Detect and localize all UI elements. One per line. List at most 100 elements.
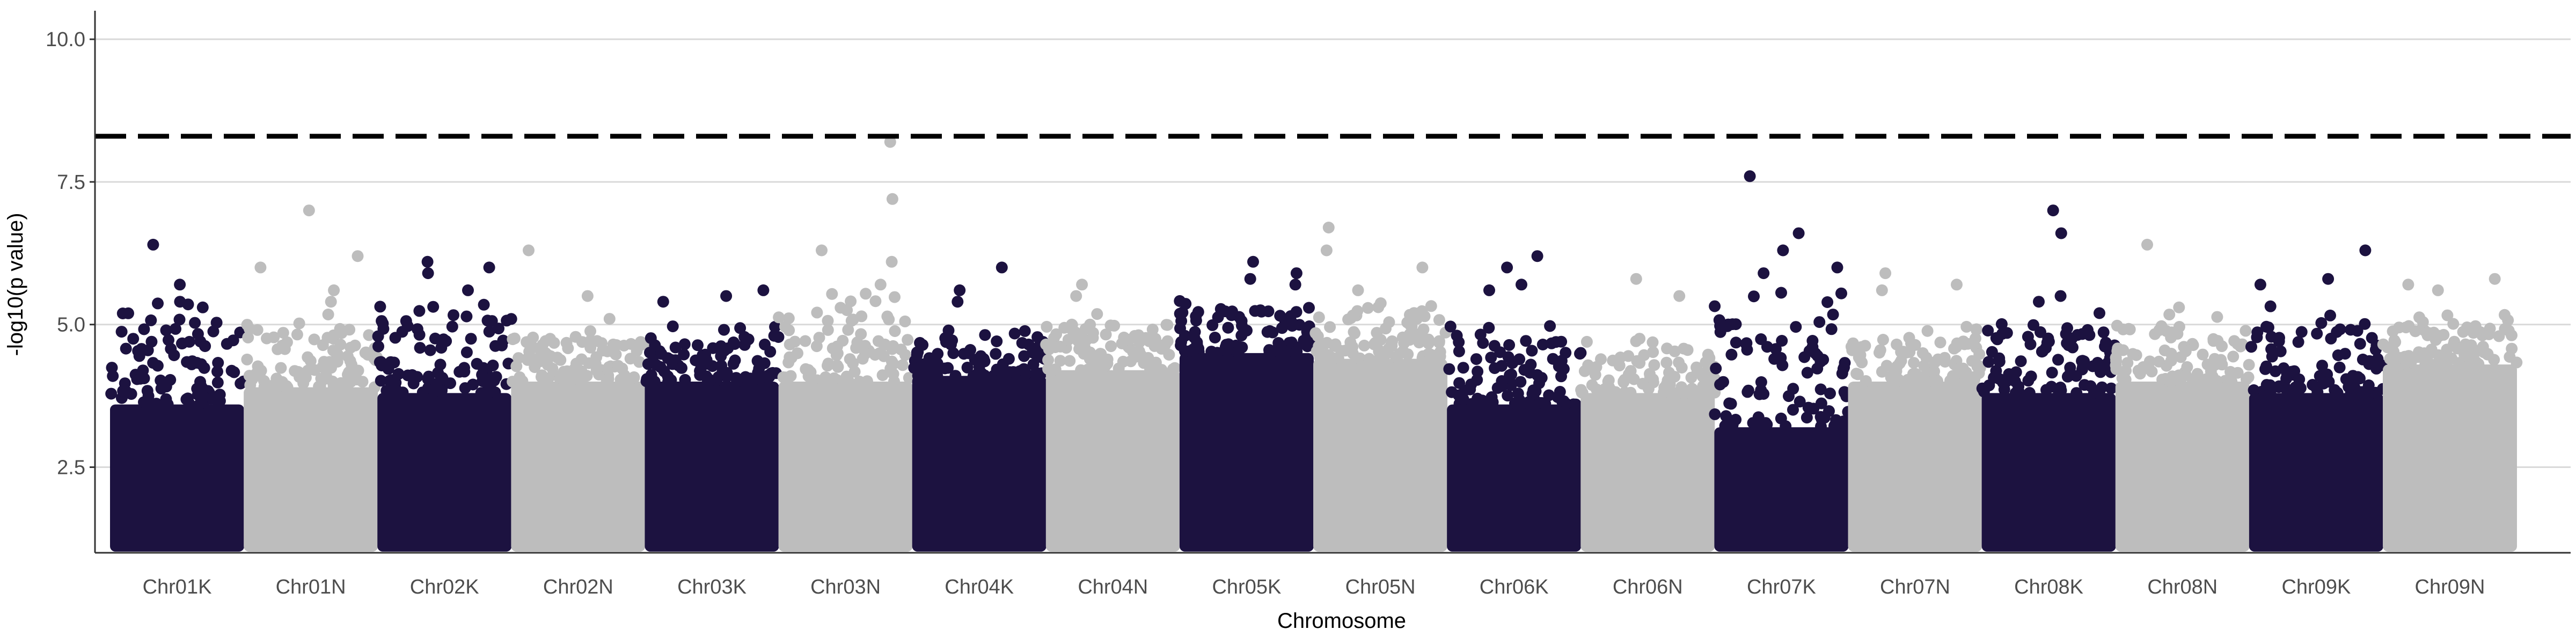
snp-point — [1393, 348, 1406, 360]
snp-point — [1775, 287, 1787, 299]
snp-point — [1794, 396, 1806, 408]
snp-point — [1673, 356, 1685, 369]
snp-point — [2468, 356, 2480, 368]
snp-point — [116, 308, 129, 319]
snp-point — [1576, 386, 1588, 399]
snp-point — [1004, 366, 1015, 378]
snp-point — [2325, 332, 2337, 345]
snp-point — [2045, 380, 2058, 393]
dense-points-Chr07N — [1848, 382, 1982, 552]
snp-point — [1730, 336, 1742, 349]
snp-point — [1362, 302, 1374, 314]
snp-point — [679, 374, 691, 386]
snp-point — [2015, 355, 2027, 368]
x-tick-label-Chr05N: Chr05N — [1345, 576, 1416, 598]
snp-point — [1223, 338, 1235, 350]
snp-point — [505, 313, 517, 325]
snp-point — [722, 342, 734, 354]
snp-point — [822, 360, 833, 372]
peak-point — [1516, 279, 1527, 291]
snp-point — [832, 361, 844, 373]
snp-point — [1719, 420, 1731, 432]
snp-point — [1839, 357, 1851, 369]
snp-point — [1472, 392, 1483, 405]
snp-point — [372, 330, 384, 342]
chromosome-Chr02K — [372, 255, 517, 552]
chromosome-Chr06N — [1575, 273, 1721, 552]
snp-point — [2359, 318, 2371, 330]
snp-point — [1740, 338, 1752, 350]
snp-point — [782, 356, 795, 369]
snp-point — [1502, 390, 1514, 402]
snp-point — [2453, 357, 2465, 369]
snp-point — [1619, 374, 1631, 386]
snp-point — [465, 333, 477, 345]
snp-point — [1030, 367, 1042, 379]
snp-point — [969, 354, 981, 366]
x-tick-label-Chr04K: Chr04K — [945, 576, 1014, 598]
snp-point — [1847, 337, 1859, 349]
snp-point — [813, 332, 825, 344]
snp-point — [2207, 335, 2220, 347]
peak-point — [885, 255, 898, 268]
snp-point — [1726, 318, 1739, 331]
snp-point — [1422, 338, 1435, 349]
snp-point — [1146, 324, 1159, 335]
snp-point — [2315, 317, 2328, 329]
y-tick-label: 2.5 — [57, 457, 85, 479]
x-tick-label-Chr09K: Chr09K — [2281, 576, 2351, 598]
snp-point — [2211, 375, 2223, 387]
snp-point — [1783, 390, 1795, 402]
snp-point — [2417, 316, 2429, 328]
snp-point — [1008, 327, 1021, 340]
snp-point — [1648, 359, 1660, 371]
snp-point — [1417, 323, 1430, 335]
peak-point — [1879, 267, 1892, 280]
snp-point — [1209, 332, 1221, 343]
snp-point — [1285, 336, 1298, 349]
peak-point — [1951, 279, 1963, 291]
snp-point — [2028, 319, 2039, 331]
snp-point — [1709, 408, 1721, 420]
peak-point — [1322, 222, 1335, 233]
snp-point — [1720, 410, 1732, 422]
snp-point — [163, 334, 174, 346]
peak-point — [1483, 284, 1495, 296]
snp-point — [799, 335, 811, 347]
snp-point — [1485, 391, 1498, 403]
snp-point — [1348, 326, 1360, 338]
snp-point — [252, 360, 264, 372]
chromosome-Chr01N — [241, 204, 383, 552]
snp-point — [1472, 365, 1484, 378]
peak-point — [483, 261, 495, 274]
peak-point — [1758, 267, 1770, 280]
snp-point — [603, 361, 615, 374]
snp-point — [480, 377, 493, 389]
snp-point — [2412, 351, 2424, 363]
snp-point — [2153, 324, 2165, 336]
snp-point — [1859, 340, 1871, 352]
peak-point — [174, 296, 186, 308]
snp-point — [363, 329, 375, 341]
snp-point — [241, 353, 253, 365]
snp-point — [1638, 349, 1650, 361]
peak-point — [2055, 227, 2067, 239]
peak-point — [523, 244, 535, 257]
snp-point — [1496, 360, 1507, 372]
snp-point — [1790, 321, 1802, 333]
snp-point — [822, 324, 834, 336]
snp-point — [1944, 375, 1956, 387]
peak-point — [720, 290, 733, 302]
snp-point — [1409, 309, 1421, 321]
snp-point — [715, 360, 728, 372]
snp-point — [516, 375, 529, 387]
snp-point — [2248, 384, 2260, 396]
snp-point — [1821, 296, 1834, 308]
snp-point — [889, 325, 901, 337]
snp-point — [413, 305, 426, 317]
snp-point — [1155, 364, 1168, 376]
snp-point — [434, 358, 447, 371]
snp-point — [2361, 384, 2374, 396]
snp-point — [1291, 345, 1303, 357]
snp-point — [1681, 344, 1694, 356]
